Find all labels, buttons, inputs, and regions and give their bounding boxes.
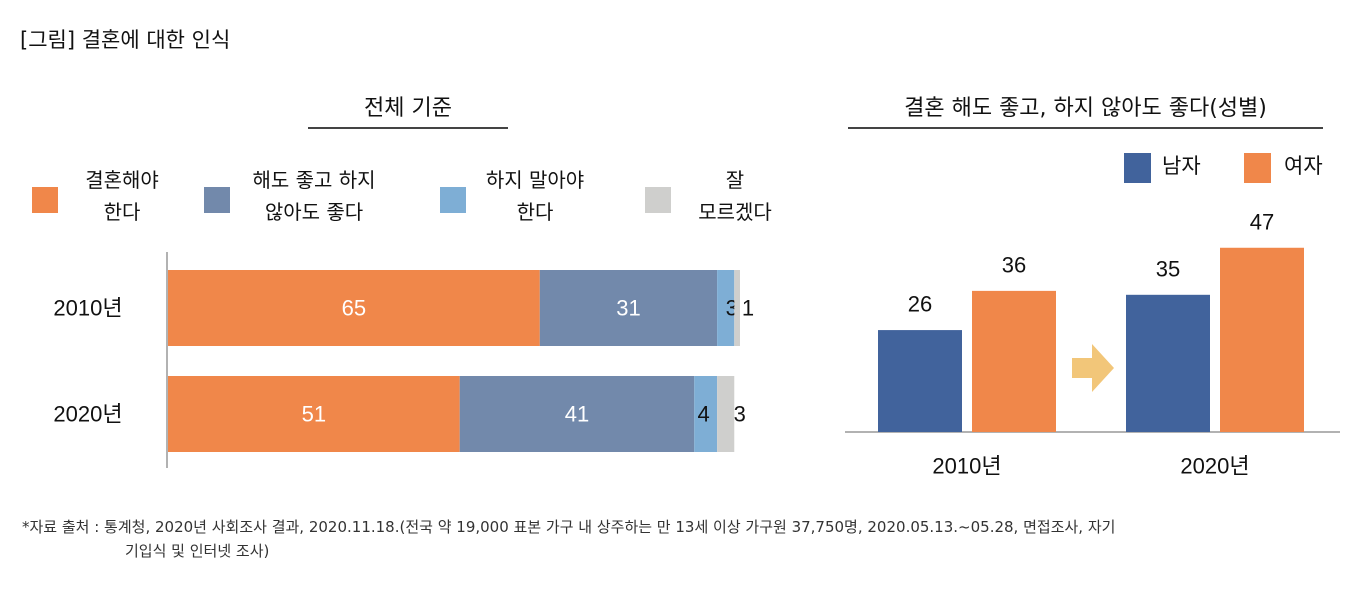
bar-segment [717, 270, 735, 346]
category-label: 2020년 [53, 402, 122, 427]
bar [1220, 247, 1304, 432]
data-label: 36 [1002, 252, 1026, 277]
legend-label-must-not: 하지 말아야 한다 [485, 168, 585, 224]
bar-segment [459, 376, 695, 452]
bar-segment [694, 376, 718, 452]
data-label: 65 [342, 296, 366, 321]
legend-swatch-male [1124, 153, 1151, 183]
arrow-icon [1072, 344, 1114, 392]
right-chart-title: 결혼 해도 좋고, 하지 않아도 좋다(성별) [904, 96, 1267, 121]
legend-label-male: 남자 [1162, 154, 1201, 178]
category-label: 2010년 [53, 296, 122, 321]
legend-label-either: 해도 좋고 하지 않아도 좋다 [252, 168, 376, 224]
data-label: 51 [302, 402, 326, 427]
bar [972, 290, 1056, 432]
legend-swatch-must-not [440, 187, 466, 213]
bar [1126, 294, 1210, 432]
left-chart-title: 전체 기준 [364, 96, 452, 121]
bar-segment [168, 376, 460, 452]
legend-swatch-either [204, 187, 230, 213]
bar-segment [734, 270, 740, 346]
legend-swatch-must-marry [32, 187, 58, 213]
right-title-underline [848, 127, 1323, 129]
source-note: *자료 출처 : 통계청, 2020년 사회조사 결과, 2020.11.18.… [22, 518, 1116, 536]
data-label: 31 [616, 296, 640, 321]
legend-label-dont-know: 잘 모르겠다 [698, 168, 772, 224]
legend-label-must-marry: 결혼해야 한다 [85, 168, 159, 224]
source-note-continued: 기입식 및 인터넷 조사) [125, 542, 270, 560]
bar [878, 330, 962, 432]
figure-title: [그림] 결혼에 대한 인식 [20, 28, 231, 52]
legend-label-female: 여자 [1284, 154, 1323, 178]
bar-segment [539, 270, 718, 346]
category-label: 2020년 [1180, 454, 1249, 479]
data-label: 3 [734, 402, 746, 427]
legend-swatch-dont-know [645, 187, 671, 213]
category-label: 2010년 [932, 454, 1001, 479]
data-label: 35 [1156, 256, 1180, 281]
data-label: 1 [742, 296, 754, 321]
data-label: 4 [698, 402, 710, 427]
left-title-underline [308, 127, 508, 129]
data-label: 26 [908, 292, 932, 317]
data-label: 47 [1250, 209, 1274, 234]
data-label: 41 [565, 402, 589, 427]
legend-swatch-female [1244, 153, 1271, 183]
bar-segment [717, 376, 735, 452]
bar-segment [168, 270, 540, 346]
